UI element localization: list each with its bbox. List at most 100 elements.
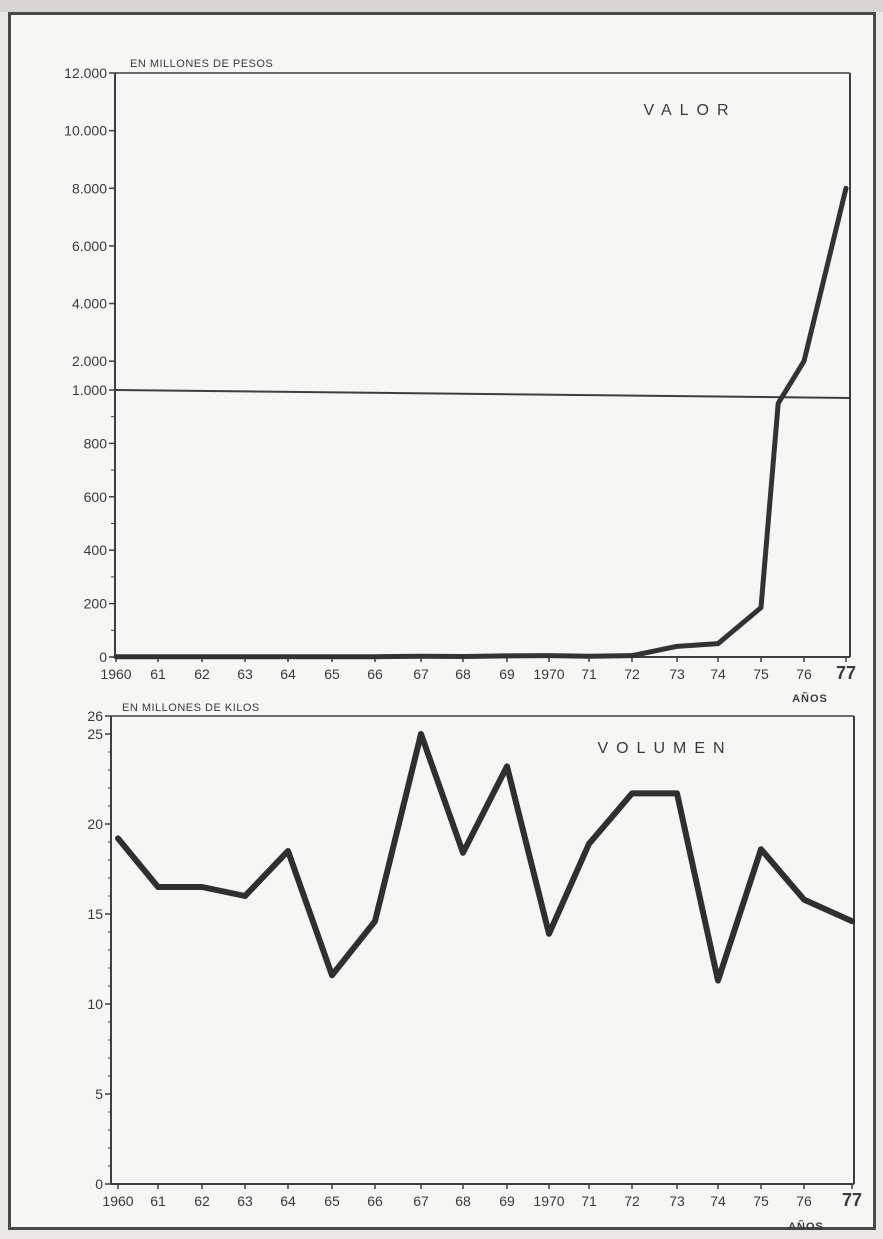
top-page-strip (0, 0, 883, 12)
volumen-series-line (115, 731, 855, 984)
volumen-x-tick-label: 1960 (102, 1193, 133, 1209)
valor-y-tick-label: 200 (84, 596, 108, 612)
volumen-data-point (156, 885, 160, 889)
valor-y-tick-label: 800 (84, 435, 108, 451)
volumen-data-point (373, 919, 377, 923)
valor-y-tick-label: 600 (84, 489, 108, 505)
valor-x-tick-label: 64 (280, 666, 296, 682)
volumen-data-point (419, 732, 423, 736)
volumen-x-tick-label: 61 (150, 1193, 166, 1209)
volumen-x-tick-label: 68 (455, 1193, 471, 1209)
valor-x-tick-label: 75 (753, 666, 769, 682)
valor-x-tick-label: 1970 (533, 666, 564, 682)
valor-data-point (547, 654, 551, 658)
valor-x-tick-label: 66 (367, 666, 383, 682)
volumen-title: VOLUMEN (597, 740, 732, 757)
valor-data-point (330, 655, 334, 659)
valor-data-point (844, 186, 848, 190)
valor-data-point (716, 642, 720, 646)
volumen-data-point (759, 847, 763, 851)
valor-data-point (286, 655, 290, 659)
valor-x-tick-label: 73 (669, 666, 685, 682)
valor-x-tick-label: 1960 (100, 666, 131, 682)
volumen-y-tick-label: 20 (87, 816, 103, 832)
valor-data-point (630, 654, 634, 658)
valor-unit-label: EN MILLONES DE PESOS (130, 58, 273, 70)
volumen-data-point (243, 894, 247, 898)
volumen-x-tick-label: 76 (796, 1193, 812, 1209)
valor-data-point (505, 654, 509, 658)
valor-series-line (113, 185, 849, 660)
volumen-data-point (587, 842, 591, 846)
valor-y-tick-label: 8.000 (72, 180, 107, 196)
volumen-x-tick-label: 71 (581, 1193, 597, 1209)
volumen-data-point (716, 979, 720, 983)
volumen-x-tick-label: 62 (194, 1193, 210, 1209)
volumen-x-label: AÑOS (788, 1220, 824, 1233)
valor-x-tick-label: 63 (237, 666, 253, 682)
valor-data-point (373, 655, 377, 659)
volumen-y-tick-label: 10 (87, 996, 103, 1012)
valor-x-tick-label: 65 (324, 666, 340, 682)
volumen-x-tick-label: 65 (324, 1193, 340, 1209)
valor-x-tick-label: 62 (194, 666, 210, 682)
valor-x-tick-label: 69 (499, 666, 515, 682)
valor-data-point (802, 359, 806, 363)
valor-y-tick-label: 400 (84, 542, 108, 558)
valor-x-label: AÑOS (792, 692, 828, 705)
valor-x-tick-label: 67 (413, 666, 429, 682)
valor-data-point (243, 655, 247, 659)
volumen-y-tick-label: 15 (87, 906, 103, 922)
volumen-data-point (850, 919, 854, 923)
valor-data-point (114, 655, 118, 659)
volumen-x-tick-label: 72 (624, 1193, 640, 1209)
volumen-data-point (675, 791, 679, 795)
volumen-y-tick-label: 0 (95, 1176, 103, 1192)
valor-x-tick-label: 61 (150, 666, 166, 682)
valor-reference-line (114, 389, 851, 399)
volumen-data-point (116, 836, 120, 840)
volumen-y-tick-label: 26 (87, 708, 103, 724)
valor-y-tick-label: 1.000 (72, 382, 107, 398)
valor-y-tick-label: 6.000 (72, 238, 107, 254)
valor-y-tick-label: 4.000 (72, 296, 107, 312)
valor-x-tick-label: 71 (581, 666, 597, 682)
volumen-unit-label: EN MILLONES DE KILOS (122, 702, 260, 714)
valor-data-point (461, 654, 465, 658)
volumen-y-tick-label: 5 (95, 1086, 103, 1102)
volumen-data-point (802, 898, 806, 902)
volumen-x-tick-label: 66 (367, 1193, 383, 1209)
valor-data-point (419, 654, 423, 658)
volumen-data-point (547, 932, 551, 936)
volumen-x-tick-label: 63 (237, 1193, 253, 1209)
valor-data-point (776, 401, 780, 405)
valor-y-tick-label: 2.000 (72, 353, 107, 369)
valor-data-point (156, 655, 160, 659)
volumen-x-tick-label: 73 (669, 1193, 685, 1209)
valor-x-tick-label: 77 (836, 663, 856, 683)
valor-y-tick-label: 12.000 (64, 65, 107, 81)
volumen-x-tick-label: 67 (413, 1193, 429, 1209)
valor-x-tick-label: 68 (455, 666, 471, 682)
valor-x-tick-label: 72 (624, 666, 640, 682)
volumen-y-tick-label: 25 (87, 726, 103, 742)
volumen-x-tick-label: 75 (753, 1193, 769, 1209)
volumen-data-point (461, 851, 465, 855)
volumen-data-point (286, 849, 290, 853)
volumen-data-point (630, 791, 634, 795)
volumen-x-tick-label: 69 (499, 1193, 515, 1209)
valor-data-point (587, 654, 591, 658)
valor-data-point (200, 655, 204, 659)
valor-data-point (759, 606, 763, 610)
valor-x-tick-label: 74 (710, 666, 726, 682)
volumen-x-tick-label: 77 (842, 1190, 862, 1210)
volumen-x-tick-label: 64 (280, 1193, 296, 1209)
valor-data-point (675, 644, 679, 648)
volumen-data-point (505, 764, 509, 768)
figure-frame (8, 12, 876, 1230)
valor-y-tick-label: 0 (99, 649, 107, 665)
valor-y-tick-label: 10.000 (64, 123, 107, 139)
volumen-data-point (200, 885, 204, 889)
